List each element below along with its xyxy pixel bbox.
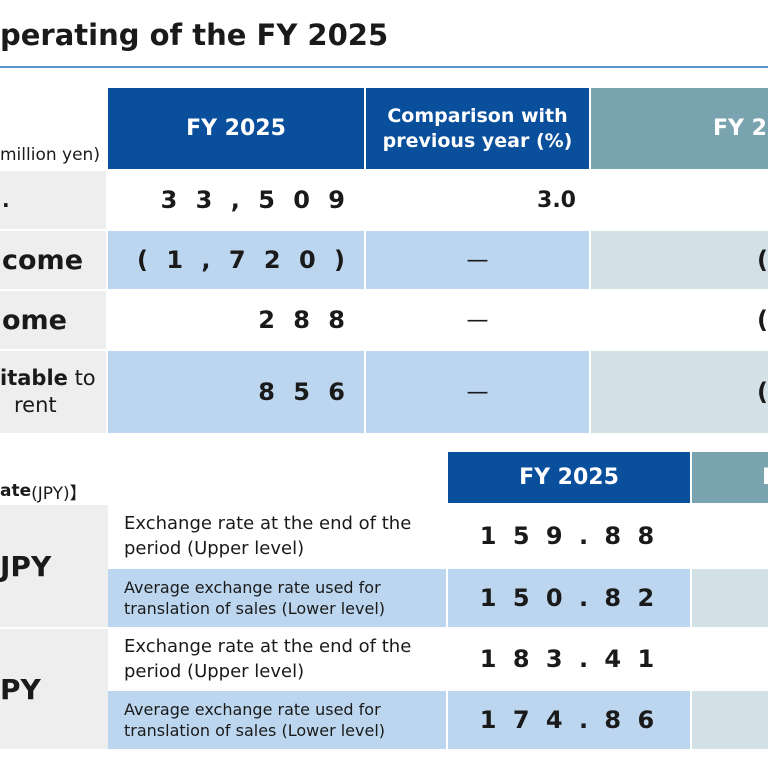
fx-heading-rest: (JPY)】 — [31, 483, 87, 504]
fx-header-fy-prev: F — [692, 452, 768, 503]
row-label-net-income: itable to rent — [0, 351, 106, 433]
comparison-operating-income: — — [366, 231, 589, 289]
value-ordinary-income: 2 8 8 — [108, 291, 364, 349]
header-fy2025: FY 2025 — [108, 88, 364, 169]
prev-net-income: ( — [591, 351, 768, 433]
value-sales: 3 3 , 5 0 9 — [108, 171, 364, 229]
net-income-label-line2: rent — [14, 393, 57, 417]
header-comparison: Comparison with previous year (%) — [366, 88, 589, 169]
fx-prev-1a — [692, 505, 768, 567]
fx-desc-1b: Average exchange rate used for translati… — [108, 569, 446, 627]
comparison-sales: 3.0 — [366, 171, 589, 229]
fx-value-1a: 1 5 9 . 8 8 — [448, 505, 690, 567]
unit-label: million yen) — [0, 145, 100, 165]
row-label-sales: . — [0, 171, 106, 229]
net-income-label-bold: itable — [0, 366, 68, 390]
fx-desc-2b: Average exchange rate used for translati… — [108, 691, 446, 749]
prev-ordinary-income: ( — [591, 291, 768, 349]
row-label-ordinary-income: ome — [0, 291, 106, 349]
value-net-income: 8 5 6 — [108, 351, 364, 433]
currency-label-2: PY — [0, 629, 108, 749]
currency-label-1: JPY — [0, 505, 108, 627]
fx-desc-2a: Exchange rate at the end of the period (… — [108, 629, 446, 689]
comparison-ordinary-income: — — [366, 291, 589, 349]
prev-sales — [591, 171, 768, 229]
value-operating-income: ( 1 , 7 2 0 ) — [108, 231, 364, 289]
comparison-net-income: — — [366, 351, 589, 433]
row-label-operating-income: come — [0, 231, 106, 289]
net-income-label-rest: to — [67, 366, 96, 390]
fx-header-fy2025: FY 2025 — [448, 452, 690, 503]
fx-value-1b: 1 5 0 . 8 2 — [448, 569, 690, 627]
net-income-label-line1: itable to — [0, 365, 96, 392]
fx-prev-2a — [692, 629, 768, 689]
header-fy-prev: FY 2 — [591, 88, 768, 169]
fx-prev-2b — [692, 691, 768, 749]
fx-desc-1a: Exchange rate at the end of the period (… — [108, 505, 446, 567]
fx-value-2b: 1 7 4 . 8 6 — [448, 691, 690, 749]
fx-prev-1b — [692, 569, 768, 627]
fx-heading-bold: ate — [0, 481, 32, 501]
prev-operating-income: ( — [591, 231, 768, 289]
title-divider — [0, 66, 768, 68]
fx-value-2a: 1 8 3 . 4 1 — [448, 629, 690, 689]
page-title: perating of the FY 2025 — [0, 18, 389, 52]
fx-heading: ate (JPY)】 — [0, 478, 140, 504]
